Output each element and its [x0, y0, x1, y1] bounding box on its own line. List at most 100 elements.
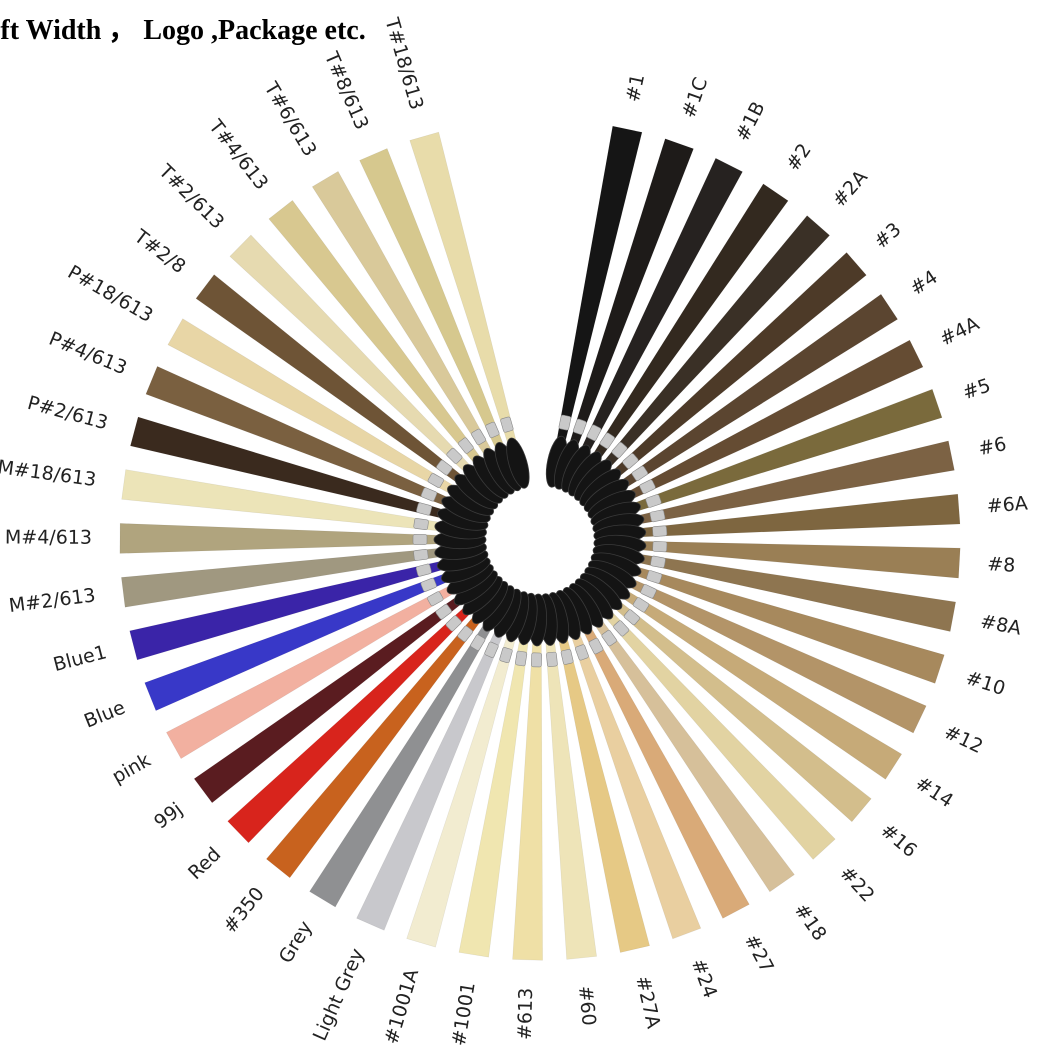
- swatch-label: pink: [108, 749, 154, 788]
- swatch-label: T#18/613: [380, 15, 427, 113]
- swatch-label: #1001: [448, 981, 480, 1048]
- swatch-label: #2A: [828, 166, 872, 211]
- metal-clip: [458, 437, 474, 454]
- metal-clip: [573, 418, 587, 435]
- swatch-label: #10: [963, 667, 1008, 700]
- metal-clip: [485, 421, 500, 438]
- metal-clip: [420, 487, 438, 502]
- swatch-label: P#2/613: [25, 392, 110, 435]
- metal-clip: [623, 609, 640, 626]
- swatch-label: #12: [941, 721, 987, 758]
- swatch-label: #5: [960, 374, 994, 404]
- ring-clips-group: [412, 414, 668, 668]
- swatch-label: M#4/613: [5, 526, 92, 548]
- swatch-label: P#4/613: [46, 328, 130, 380]
- swatch-label: #6A: [986, 493, 1029, 518]
- swatch-label: #4: [906, 266, 942, 300]
- metal-clip: [412, 534, 428, 545]
- swatch-label: #1: [622, 72, 649, 104]
- swatch-label: M#2/613: [8, 584, 97, 617]
- ring-disc: [506, 437, 530, 489]
- swatch-label: T#8/613: [319, 48, 372, 133]
- swatch-label: T#6/613: [259, 78, 321, 161]
- swatch-label: #613: [514, 987, 538, 1040]
- metal-clip: [652, 541, 668, 553]
- metal-clip: [622, 453, 639, 469]
- metal-clip: [435, 604, 452, 620]
- metal-clip: [420, 577, 437, 592]
- metal-clip: [546, 651, 558, 667]
- metal-clip: [588, 637, 604, 655]
- metal-clip: [560, 649, 574, 665]
- metal-clip: [499, 647, 513, 664]
- swatch-label: 99j: [150, 798, 187, 833]
- metal-clip: [601, 629, 617, 647]
- swatch-label: P#18/613: [64, 261, 157, 327]
- metal-clip: [611, 442, 628, 459]
- metal-clip: [427, 591, 444, 607]
- metal-clip: [599, 432, 615, 449]
- swatch-label: #18: [790, 899, 831, 944]
- metal-clip: [646, 570, 663, 584]
- metal-clip: [484, 641, 499, 658]
- metal-clip: [586, 424, 602, 441]
- metal-clip: [446, 447, 463, 464]
- swatch-label: #350: [219, 883, 269, 938]
- swatch-label: M#18/613: [0, 456, 97, 491]
- swatch-label: Blue1: [51, 641, 109, 676]
- swatch-label: #27A: [631, 974, 664, 1031]
- metal-clip: [427, 473, 444, 488]
- swatch-label: #1C: [678, 75, 712, 121]
- metal-clip: [415, 563, 432, 577]
- swatch-label: Light Grey: [309, 945, 369, 1044]
- metal-clip: [470, 634, 486, 651]
- metal-clip: [471, 428, 487, 446]
- swatch-label: Blue: [81, 697, 128, 733]
- swatch-label: #3: [870, 218, 906, 253]
- ring-center: [488, 488, 592, 592]
- metal-clip: [413, 548, 429, 561]
- swatch-label: #1001A: [380, 966, 423, 1046]
- swatch-label: #24: [687, 956, 722, 1001]
- metal-clip: [436, 459, 453, 476]
- metal-clip: [645, 494, 662, 508]
- swatch-label: T#2/8: [129, 225, 189, 278]
- metal-clip: [640, 584, 657, 599]
- swatch-label: #1B: [731, 98, 769, 145]
- hair-strand: [631, 540, 961, 579]
- metal-clip: [515, 650, 528, 667]
- swatch-label: #60: [574, 985, 600, 1027]
- swatch-label: #14: [911, 772, 957, 812]
- swatch-label: #2: [782, 140, 816, 176]
- metal-clip: [575, 644, 589, 661]
- swatch-label: T#4/613: [204, 115, 273, 194]
- metal-clip: [558, 414, 572, 431]
- metal-clip: [632, 597, 650, 613]
- swatch-label: #6: [976, 433, 1008, 460]
- swatch-label: #16: [876, 819, 921, 862]
- metal-clip: [639, 479, 656, 494]
- swatch-label: #8A: [979, 611, 1023, 640]
- metal-clip: [652, 525, 668, 537]
- metal-clip: [413, 518, 429, 531]
- swatch-label: Red: [184, 843, 225, 884]
- metal-clip: [500, 416, 514, 433]
- swatch-label: #22: [835, 862, 878, 906]
- swatch-label: #27: [740, 931, 778, 977]
- metal-clip: [631, 465, 648, 481]
- metal-clip: [457, 625, 473, 642]
- swatch-label: Grey: [275, 917, 317, 967]
- swatch-label: #4A: [936, 313, 983, 351]
- metal-clip: [649, 509, 666, 523]
- metal-clip: [613, 620, 630, 637]
- metal-clip: [531, 652, 542, 668]
- hair-strand: [119, 523, 449, 554]
- metal-clip: [650, 555, 666, 569]
- swatch-label: #8: [987, 553, 1016, 577]
- caption-heading: eft Width ， Logo ,Package etc.: [0, 15, 366, 46]
- metal-clip: [416, 502, 433, 516]
- metal-clip: [445, 615, 462, 632]
- hair-strands-group: [119, 125, 961, 961]
- swatch-label: T#2/613: [154, 160, 229, 234]
